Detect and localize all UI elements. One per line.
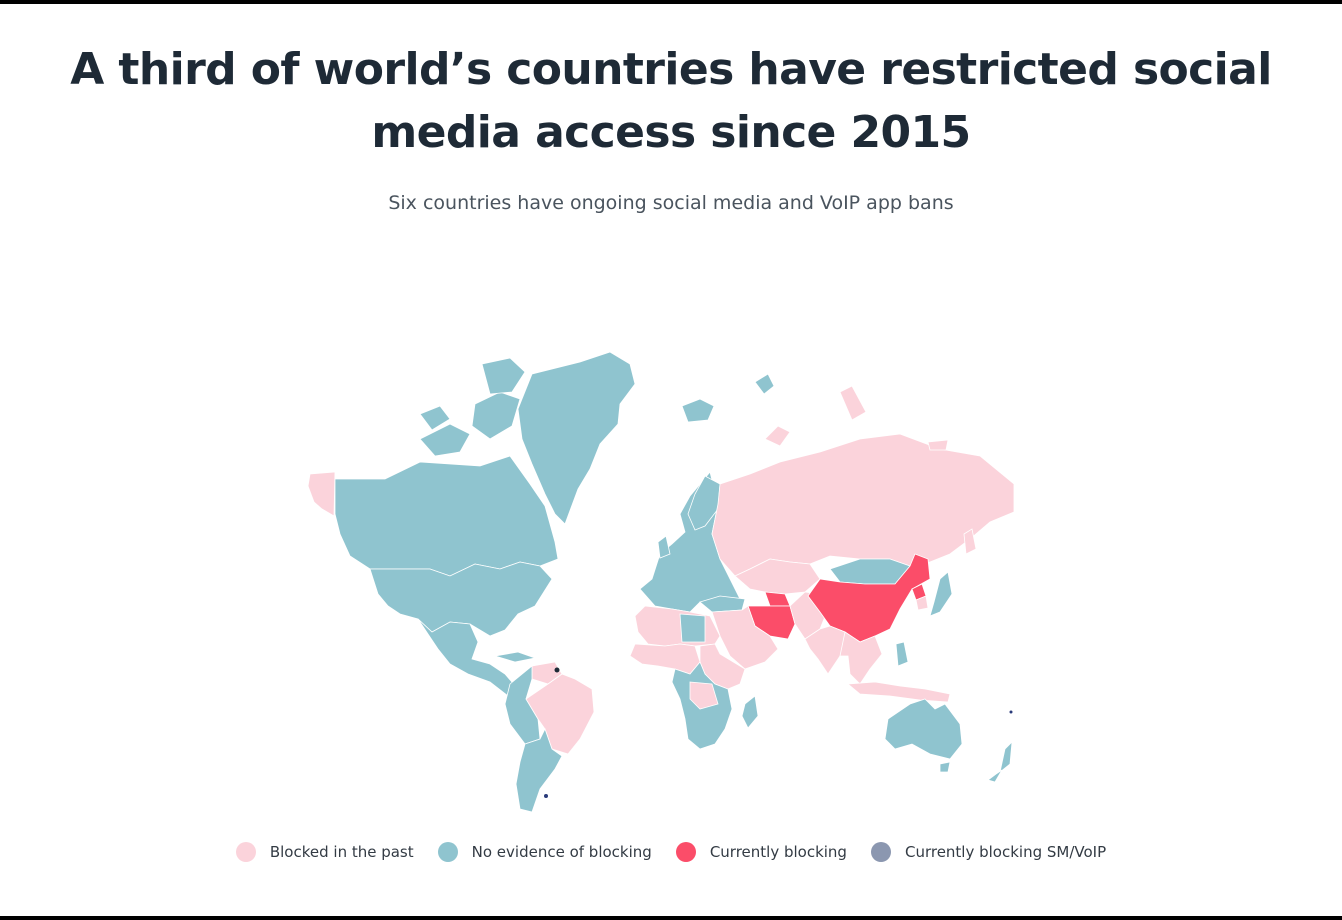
- region-turkey[interactable]: [699, 595, 746, 613]
- region-north-africa[interactable]: [634, 605, 721, 647]
- region-japan[interactable]: [929, 571, 953, 617]
- marker-suriname: [554, 667, 560, 673]
- region-mexico[interactable]: [417, 618, 519, 697]
- world-map: [307, 351, 1015, 813]
- region-andes[interactable]: [504, 665, 541, 745]
- region-canada-arctic[interactable]: [481, 357, 526, 395]
- region-russia[interactable]: [711, 433, 1015, 577]
- region-middle-east[interactable]: [711, 605, 779, 670]
- legend-label-currently-blocking-sm-voip: Currently blocking SM/VoIP: [904, 843, 1107, 861]
- region-canada-arctic[interactable]: [419, 405, 451, 431]
- marker-pacific: [1009, 710, 1013, 714]
- region-russia-arctic[interactable]: [764, 425, 791, 447]
- legend-swatch-blocked-past: [235, 842, 256, 862]
- region-svalbard[interactable]: [754, 373, 775, 395]
- legend-swatch-no-evidence: [437, 842, 458, 862]
- region-libya[interactable]: [679, 613, 706, 643]
- legend-swatch-currently-blocking-sm-voip: [870, 842, 891, 862]
- region-uk[interactable]: [657, 535, 671, 559]
- region-madagascar[interactable]: [741, 695, 759, 729]
- legend-swatch-currently-blocking: [675, 842, 696, 862]
- legend-item-blocked-past[interactable]: Blocked in the past: [235, 842, 414, 862]
- chart-subtitle: Six countries have ongoing social media …: [388, 192, 954, 214]
- region-west-africa[interactable]: [629, 643, 701, 675]
- region-united-states[interactable]: [369, 561, 553, 637]
- legend-label-blocked-past: Blocked in the past: [269, 843, 414, 861]
- region-tasmania[interactable]: [939, 761, 951, 773]
- legend-item-currently-blocking-sm-voip[interactable]: Currently blocking SM/VoIP: [870, 842, 1107, 862]
- legend: Blocked in the past No evidence of block…: [0, 842, 1342, 862]
- region-indonesia[interactable]: [846, 681, 951, 703]
- region-russia-arctic[interactable]: [927, 439, 949, 451]
- legend-label-currently-blocking: Currently blocking: [709, 843, 847, 861]
- region-canada[interactable]: [334, 455, 559, 577]
- legend-label-no-evidence: No evidence of blocking: [471, 843, 652, 861]
- region-drc[interactable]: [689, 681, 719, 710]
- region-philippines[interactable]: [895, 641, 909, 667]
- region-cuba[interactable]: [494, 651, 537, 663]
- region-australia[interactable]: [884, 698, 963, 760]
- region-canada-arctic[interactable]: [471, 391, 521, 440]
- region-brazil[interactable]: [525, 673, 595, 755]
- region-new-zealand[interactable]: [987, 769, 1003, 783]
- region-southeast-asia[interactable]: [839, 631, 883, 685]
- region-russia-arctic[interactable]: [839, 385, 867, 421]
- chart-title: A third of world’s countries have restri…: [70, 44, 1272, 158]
- region-south-korea[interactable]: [915, 595, 929, 611]
- region-alaska[interactable]: [307, 471, 336, 517]
- legend-item-no-evidence[interactable]: No evidence of blocking: [437, 842, 652, 862]
- region-china[interactable]: [807, 553, 931, 643]
- region-canada-arctic[interactable]: [419, 423, 471, 457]
- legend-item-currently-blocking[interactable]: Currently blocking: [675, 842, 847, 862]
- marker-falklands: [544, 794, 548, 798]
- region-new-zealand[interactable]: [999, 740, 1013, 774]
- region-iceland[interactable]: [681, 398, 715, 423]
- region-japan-hokkaido[interactable]: [963, 528, 977, 555]
- region-southern-cone[interactable]: [515, 727, 563, 813]
- region-greenland[interactable]: [517, 351, 636, 525]
